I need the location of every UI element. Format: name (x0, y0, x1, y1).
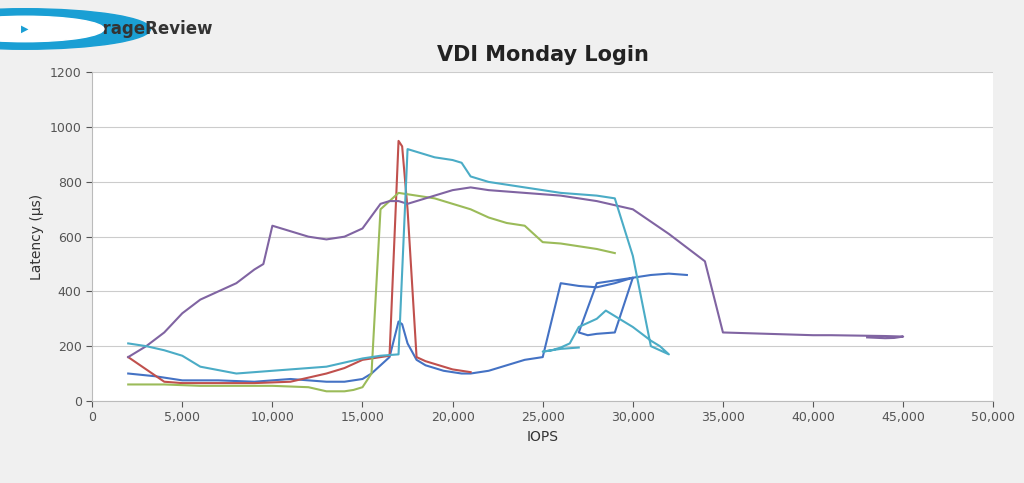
X-axis label: IOPS: IOPS (526, 430, 559, 444)
Title: VDI Monday Login: VDI Monday Login (437, 45, 648, 65)
Y-axis label: Latency (μs): Latency (μs) (31, 194, 44, 280)
Legend: Crucial T500 2TB, Solidigm P44 Pro 2TB, Samsung 990 Pro 2TB, Seagate Firecuda 53: Crucial T500 2TB, Solidigm P44 Pro 2TB, … (95, 480, 990, 483)
Text: StorageReview: StorageReview (72, 20, 213, 38)
Text: ▶: ▶ (22, 24, 29, 34)
Circle shape (0, 16, 104, 42)
Circle shape (0, 9, 151, 49)
